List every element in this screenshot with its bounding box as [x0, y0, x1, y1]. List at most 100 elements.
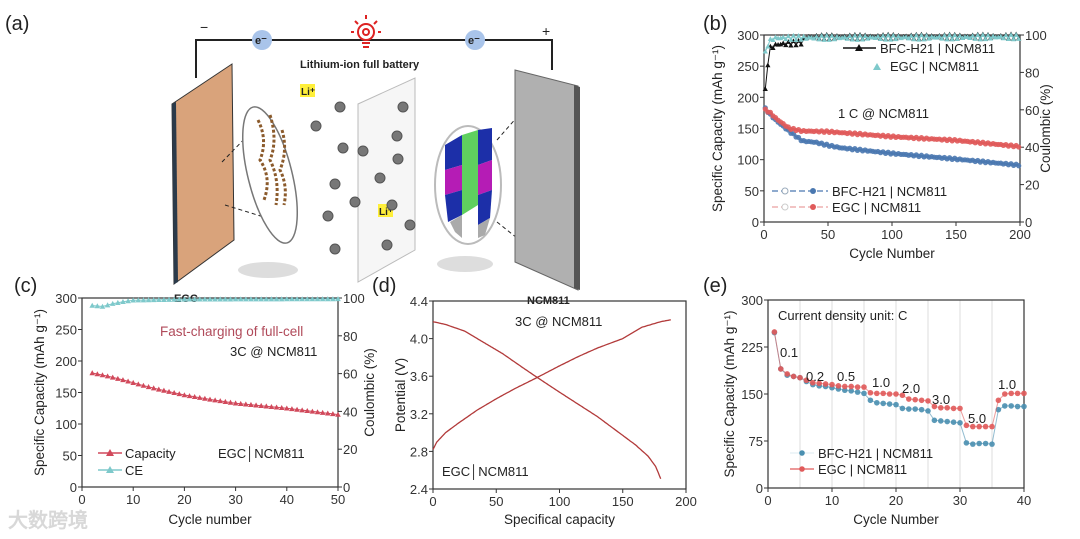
data-point	[980, 32, 986, 37]
legend-label: Capacity	[125, 446, 176, 461]
data-point	[861, 390, 867, 397]
data-point	[880, 400, 886, 407]
data-point	[819, 33, 825, 38]
x-tick-label: 10	[126, 492, 140, 507]
y2-tick-label: 0	[343, 480, 350, 495]
data-point	[181, 296, 188, 302]
legend-marker	[781, 203, 789, 211]
y2-tick-label: 100	[1025, 28, 1047, 43]
data-point	[243, 401, 249, 407]
data-point	[977, 36, 983, 42]
data-point	[324, 296, 331, 302]
legend-label: BFC-H21 | NCM811	[880, 41, 995, 56]
y2-tick-label: 20	[343, 442, 357, 457]
data-point	[99, 372, 106, 378]
cell-label: EGC│NCM811	[218, 446, 305, 462]
data-point	[135, 381, 142, 387]
data-point	[778, 366, 784, 372]
watermark: 大数跨境	[8, 508, 88, 532]
data-point	[1014, 403, 1021, 410]
data-point	[918, 32, 925, 38]
data-point	[798, 36, 804, 42]
data-point	[1014, 390, 1021, 397]
li-ions	[310, 101, 416, 255]
data-point	[899, 405, 906, 412]
data-point	[166, 388, 172, 394]
rate-label: 0.5	[837, 369, 855, 384]
data-point	[931, 417, 938, 424]
data-point	[268, 296, 275, 302]
data-point	[963, 440, 970, 446]
data-point	[941, 32, 948, 38]
chart-fast-charging-3c: 0 10 20 30 40 5005010015020025030002040608010…	[32, 291, 377, 527]
y2-tick-label: 100	[343, 291, 365, 306]
legend-label: EGC | NCM811	[818, 462, 907, 477]
data-point	[990, 33, 996, 39]
data-point	[222, 398, 229, 404]
data-point	[918, 397, 925, 404]
data-point	[803, 377, 810, 384]
data-point	[120, 377, 126, 383]
data-point	[824, 32, 830, 38]
data-point	[785, 33, 791, 39]
data-point	[762, 48, 768, 54]
data-point	[829, 381, 835, 388]
rate-label: 0.1	[780, 345, 798, 360]
x-axis-label: Cycle Number	[849, 246, 935, 261]
data-point	[831, 36, 837, 42]
data-point	[176, 391, 183, 397]
data-point	[1008, 32, 1014, 37]
data-point	[970, 33, 976, 38]
data-point	[893, 391, 899, 397]
data-point	[985, 32, 991, 38]
y-tick-label: 300	[737, 28, 759, 43]
data-point	[975, 32, 981, 38]
data-point	[938, 418, 944, 424]
data-point	[145, 297, 152, 303]
data-point	[324, 410, 331, 416]
data-point	[314, 409, 321, 415]
data-point	[109, 300, 116, 306]
li-ion-label: Li⁺	[379, 207, 393, 218]
series-line	[432, 319, 671, 450]
data-point	[1002, 403, 1008, 409]
legend-marker	[873, 63, 881, 70]
data-point	[886, 391, 893, 397]
data-point	[793, 37, 799, 43]
panel-label-b: (b)	[703, 13, 727, 35]
data-point	[912, 396, 918, 403]
x-tick-label: 200	[675, 494, 697, 509]
series-line	[773, 331, 1024, 428]
chart-cycling-1c: 0 50 100 150 2000501001502002503000204060801…	[710, 28, 1053, 261]
x-tick-label: 50	[331, 492, 345, 507]
rate-label: 0.2	[806, 369, 824, 384]
data-point	[150, 297, 157, 303]
data-point	[289, 296, 295, 302]
data-point	[893, 36, 899, 42]
legend-label: EGC | NCM811	[832, 200, 921, 215]
data-point	[780, 34, 786, 40]
data-point	[886, 401, 893, 407]
legend-label: EGC | NCM811	[890, 59, 979, 74]
data-point	[844, 36, 850, 41]
electrode-edge	[172, 102, 178, 284]
x-tick-label: 0	[764, 493, 771, 508]
data-point	[821, 37, 827, 42]
data-point	[248, 296, 254, 302]
y-tick-label: 150	[741, 387, 763, 402]
data-point	[1021, 390, 1027, 397]
y-tick-label: 100	[737, 153, 759, 168]
data-point	[161, 296, 167, 302]
data-point	[970, 441, 976, 447]
x-axis-label: Cycle Number	[853, 512, 939, 527]
data-point	[335, 411, 341, 417]
data-point	[816, 36, 822, 42]
data-point	[987, 35, 994, 41]
data-point	[859, 36, 866, 42]
y-tick-label: 75	[749, 434, 763, 449]
data-point	[867, 397, 874, 404]
data-point	[865, 35, 871, 41]
data-point	[982, 440, 989, 447]
data-point	[109, 374, 116, 380]
data-point	[222, 296, 229, 302]
